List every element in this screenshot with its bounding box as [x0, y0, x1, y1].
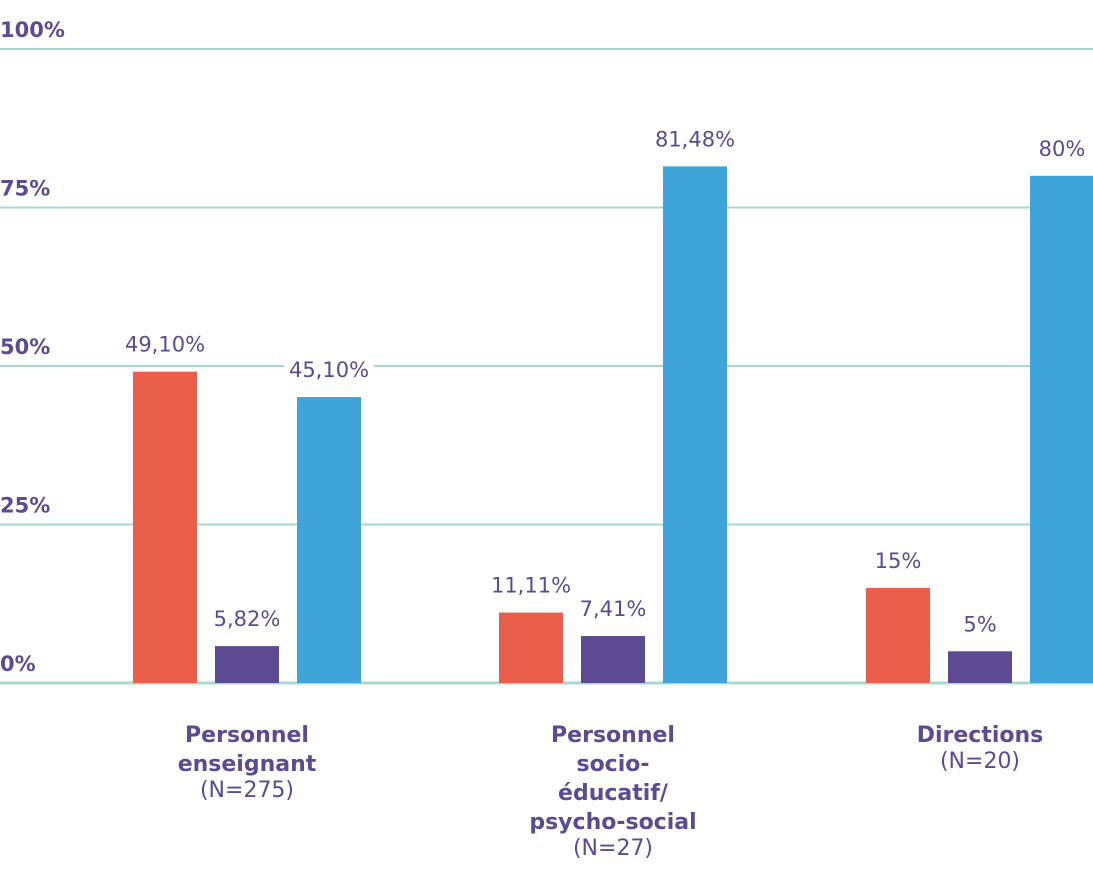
bars — [133, 166, 1093, 684]
data-label: 5% — [963, 612, 996, 636]
bar-purple-cat1 — [215, 646, 279, 683]
bar-red-cat2 — [499, 612, 563, 683]
y-tick-label: 100% — [0, 18, 65, 42]
data-label: 80% — [1039, 137, 1086, 161]
bar-blue-cat2 — [663, 166, 727, 683]
category-name: Personnel — [185, 723, 309, 748]
y-tick-label: 0% — [0, 652, 36, 676]
data-label-bg — [485, 572, 577, 599]
category-count: (N=27) — [573, 836, 653, 861]
data-label-bg — [649, 126, 741, 153]
data-label-bg — [869, 547, 927, 574]
data-label: 7,41% — [580, 597, 647, 621]
data-label: 15% — [875, 549, 922, 573]
data-label: 5,82% — [214, 607, 281, 631]
category-name: Directions — [917, 723, 1044, 748]
data-label: 45,10% — [289, 358, 369, 382]
bar-blue-cat1 — [297, 397, 361, 683]
category-count: (N=20) — [940, 749, 1020, 774]
y-tick-label: 75% — [0, 177, 50, 201]
data-label-bg — [1033, 135, 1091, 162]
data-label: 49,10% — [125, 333, 205, 357]
category-name: enseignant — [178, 752, 317, 777]
y-tick-label: 25% — [0, 494, 50, 518]
category-name: éducatif/ — [558, 781, 669, 806]
data-label: 11,11% — [491, 574, 571, 598]
data-label-bg — [283, 357, 375, 384]
data-label-bg — [574, 596, 652, 623]
y-tick-label: 50% — [0, 335, 50, 359]
x-axis-categories: Personnel enseignant(N=275) Personnel socio… — [178, 723, 1044, 861]
category-name: Personnel — [551, 723, 675, 748]
bar-purple-cat2 — [581, 636, 645, 683]
category-count: (N=275) — [200, 778, 294, 803]
data-label: 81,48% — [655, 127, 735, 151]
category-name: psycho-social — [529, 810, 696, 835]
bar-blue-cat3 — [1030, 175, 1093, 684]
bar-purple-cat3 — [948, 651, 1012, 683]
bar-red-cat3 — [866, 587, 930, 683]
category-name: socio- — [576, 752, 649, 777]
data-labels: 49,10% 11,11% 15% 5,82% 7,41% 5% 45,10% 81,48% 8… — [119, 126, 1091, 638]
data-label-bg — [208, 606, 286, 633]
y-axis-ticks: 0% 25% 50% 75% 100% — [0, 18, 65, 676]
data-label-bg — [958, 611, 1002, 638]
data-label-bg — [119, 331, 211, 358]
bar-red-cat1 — [133, 371, 197, 683]
